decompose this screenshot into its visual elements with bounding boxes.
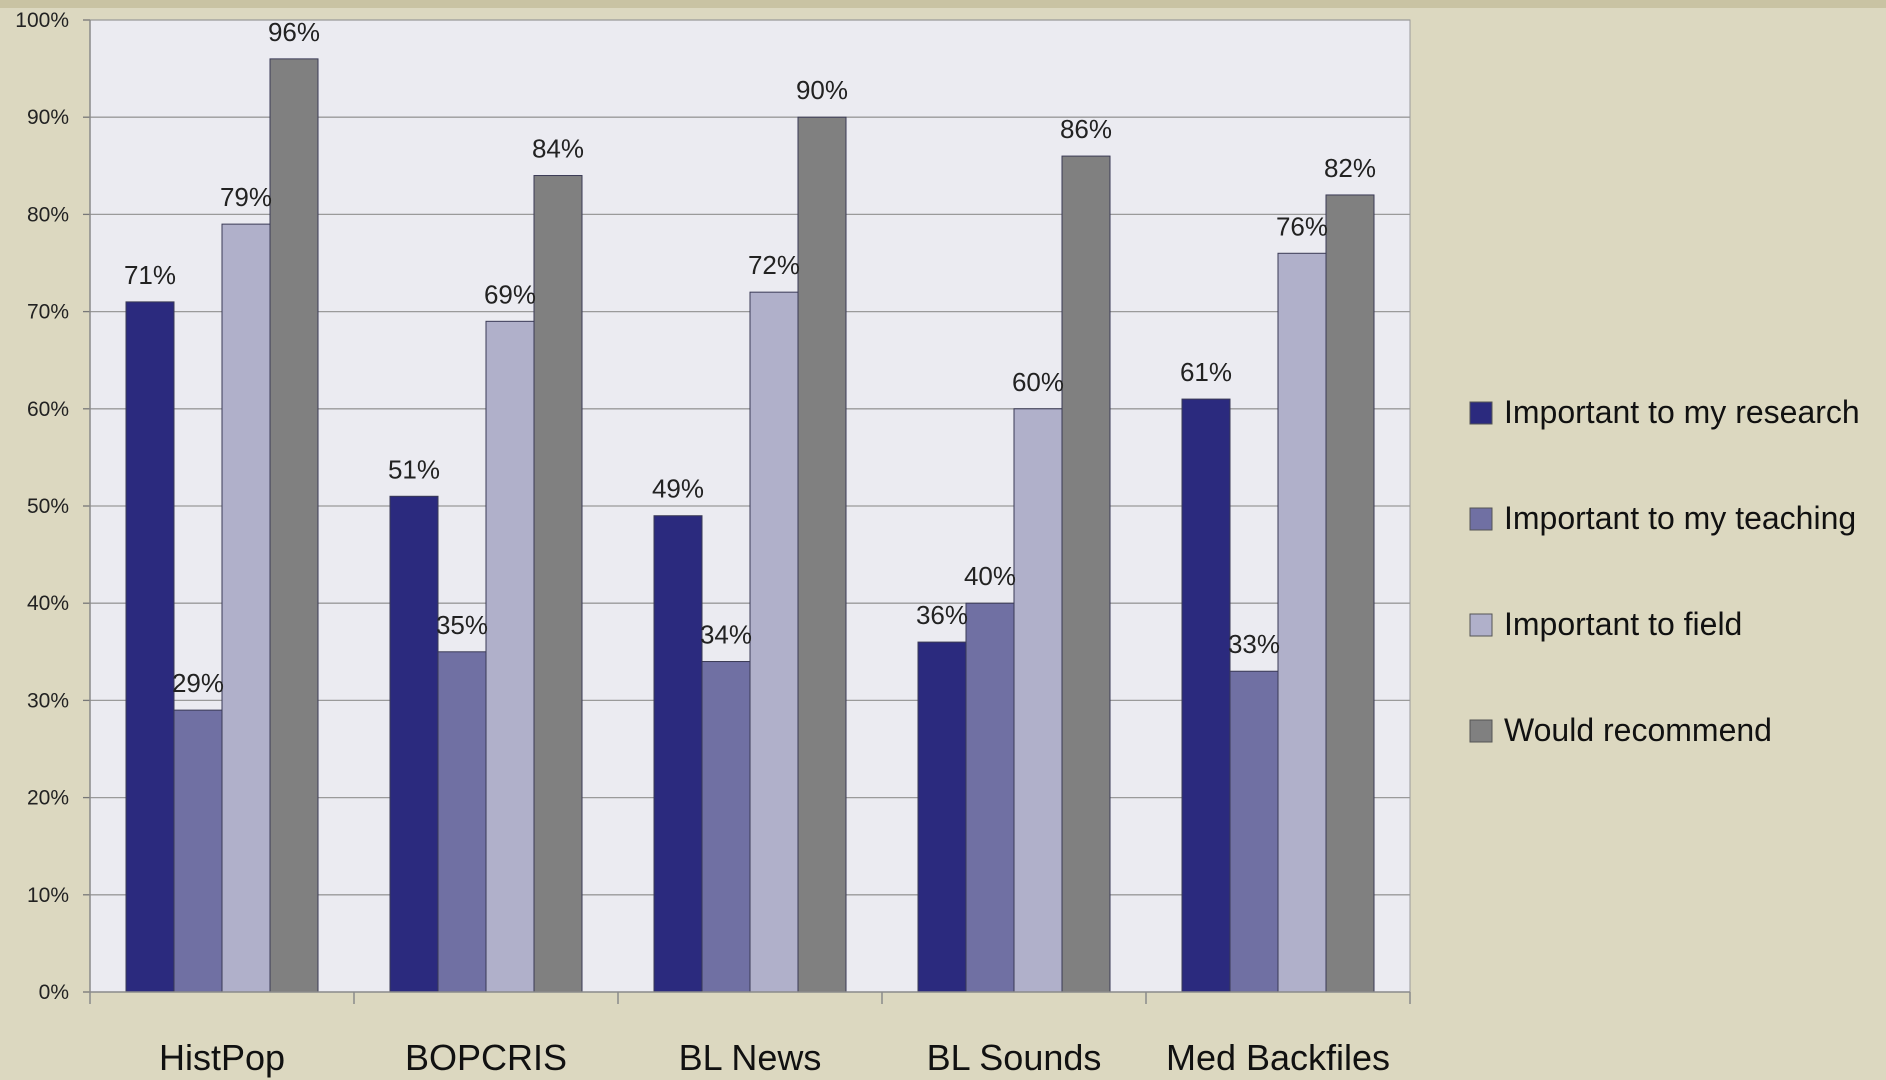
bar — [965, 602, 1015, 993]
data-label: 33% — [1228, 629, 1280, 659]
bar — [389, 495, 439, 993]
y-tick-label: 60% — [27, 398, 69, 421]
bar — [1277, 252, 1327, 993]
data-label: 35% — [436, 610, 488, 640]
y-tick-label: 70% — [27, 301, 69, 324]
legend-swatch — [1469, 401, 1493, 425]
data-label: 90% — [796, 75, 848, 105]
legend-swatch — [1469, 613, 1493, 637]
legend-label: Would recommend — [1504, 712, 1772, 748]
bar — [533, 175, 583, 993]
x-category-label: BL News — [679, 1037, 822, 1078]
bar — [125, 301, 175, 993]
y-tick-label: 90% — [27, 106, 69, 129]
data-label: 51% — [388, 454, 440, 484]
legend-swatch — [1469, 507, 1493, 531]
y-tick-label: 10% — [27, 884, 69, 907]
x-category-label: BOPCRIS — [405, 1037, 567, 1078]
bar — [1013, 408, 1063, 993]
legend-label: Important to my research — [1504, 394, 1860, 430]
y-tick-label: 50% — [27, 495, 69, 518]
data-label: 36% — [916, 600, 968, 630]
bars — [125, 58, 1375, 993]
y-tick-label: 20% — [27, 787, 69, 810]
legend-label: Important to field — [1504, 606, 1742, 642]
y-tick-label: 0% — [39, 981, 69, 1004]
bar — [701, 661, 751, 993]
y-tick-label: 100% — [15, 9, 69, 32]
bar — [917, 641, 967, 993]
legend-label: Important to my teaching — [1504, 500, 1856, 536]
data-label: 79% — [220, 182, 272, 212]
bar — [485, 320, 535, 993]
bar — [749, 291, 799, 993]
data-label: 84% — [532, 134, 584, 164]
data-label: 82% — [1324, 153, 1376, 183]
data-label: 72% — [748, 250, 800, 280]
data-label: 61% — [1180, 357, 1232, 387]
x-category-label: Med Backfiles — [1166, 1037, 1390, 1078]
data-label: 96% — [268, 17, 320, 47]
x-category-label: HistPop — [159, 1037, 285, 1078]
data-label: 49% — [652, 474, 704, 504]
data-label: 40% — [964, 561, 1016, 591]
bar — [1229, 670, 1279, 993]
legend: Important to my research Important to my … — [1469, 394, 1860, 748]
data-label: 60% — [1012, 367, 1064, 397]
x-category-label: BL Sounds — [927, 1037, 1102, 1078]
bar — [653, 515, 703, 993]
y-tick-label: 40% — [27, 592, 69, 615]
bar — [269, 58, 319, 993]
bar — [1061, 155, 1111, 993]
data-label: 76% — [1276, 211, 1328, 241]
y-axis-ticks: 0% 10% 20% 30% 40% 50% 60% 70% 80% 90% 100% — [15, 9, 91, 1004]
data-labels: 71% 29% 79% 96% 51% 35% 69% 84% 49% 34% 72% 90% 36% 4… — [124, 17, 1376, 698]
y-tick-label: 30% — [27, 689, 69, 712]
bar — [797, 116, 847, 993]
x-axis: HistPop BOPCRIS BL News BL Sounds Med Backfi… — [89, 991, 1411, 1078]
data-label: 86% — [1060, 114, 1112, 144]
y-tick-label: 80% — [27, 203, 69, 226]
data-label: 34% — [700, 620, 752, 650]
data-label: 29% — [172, 668, 224, 698]
bar — [437, 651, 487, 993]
data-label: 69% — [484, 279, 536, 309]
bar — [221, 223, 271, 993]
bar — [173, 709, 223, 993]
legend-swatch — [1469, 719, 1493, 743]
top-border-strip — [0, 0, 1886, 8]
data-label: 71% — [124, 260, 176, 290]
bar — [1181, 398, 1231, 993]
bar — [1325, 194, 1375, 993]
